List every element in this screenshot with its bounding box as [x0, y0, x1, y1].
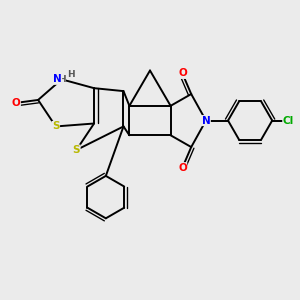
Text: S: S — [73, 145, 80, 155]
Text: H: H — [58, 75, 65, 84]
Text: N: N — [53, 74, 62, 84]
Text: O: O — [178, 68, 187, 78]
Text: S: S — [52, 122, 59, 131]
Text: O: O — [12, 98, 20, 108]
Text: N: N — [202, 116, 210, 126]
Text: Cl: Cl — [283, 116, 294, 126]
Text: H: H — [67, 70, 75, 80]
Text: O: O — [178, 163, 187, 173]
